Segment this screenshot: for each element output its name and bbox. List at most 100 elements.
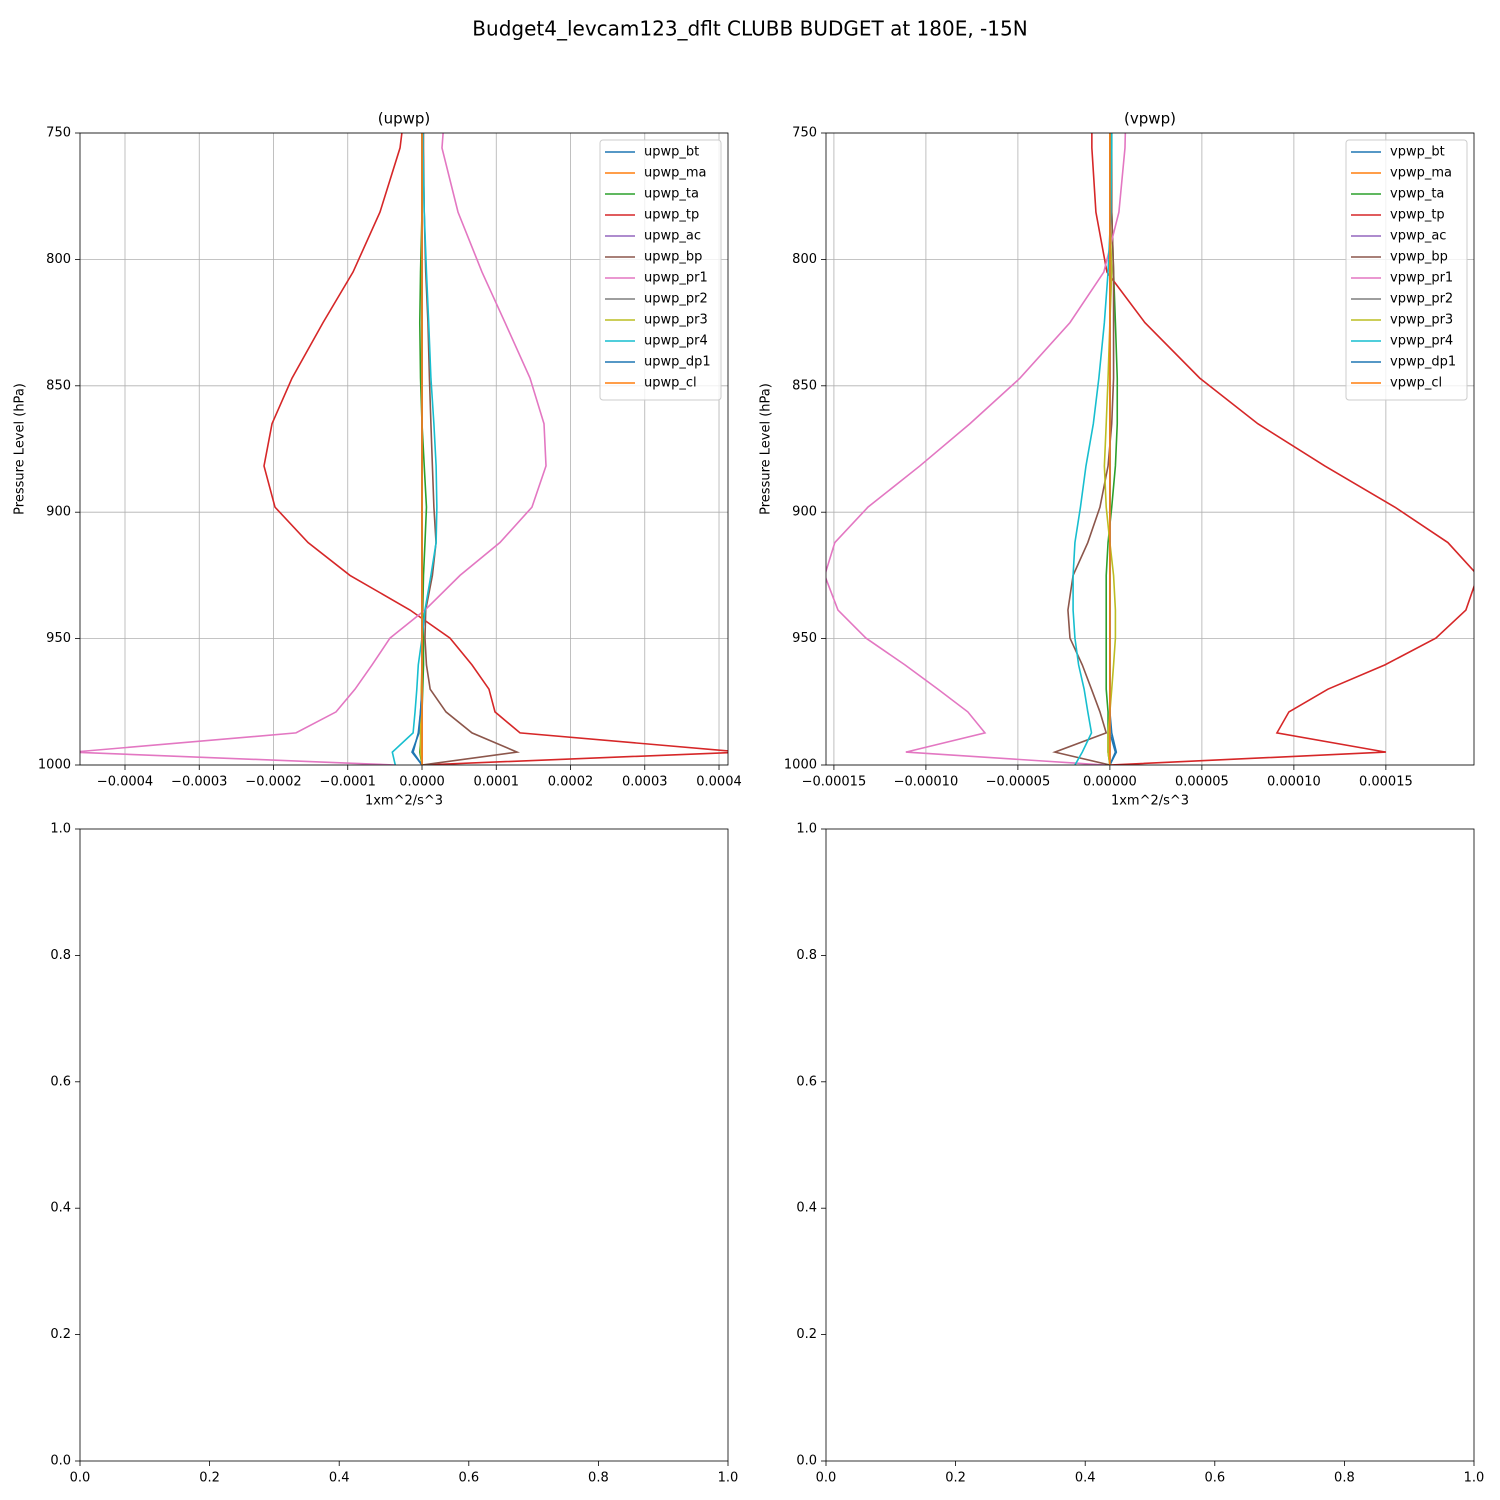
x-tick-label: 0.00015 xyxy=(1359,775,1413,790)
x-tick-label: 0.6 xyxy=(458,1471,479,1486)
x-tick-label: −0.00015 xyxy=(802,775,867,790)
legend-label: vpwp_bp xyxy=(1390,250,1448,265)
y-tick-label: 0.2 xyxy=(50,1327,71,1342)
x-tick-label: 0.0 xyxy=(70,1471,91,1486)
x-tick-label: 0.2 xyxy=(199,1471,220,1486)
y-tick-label: 0.0 xyxy=(796,1454,817,1469)
y-tick-label: 800 xyxy=(792,252,817,267)
y-tick-label: 0.6 xyxy=(50,1074,71,1089)
legend-label: vpwp_pr4 xyxy=(1390,334,1453,349)
axes-frame xyxy=(825,132,1475,766)
y-tick-label: 0.2 xyxy=(796,1327,817,1342)
x-tick-label: 0.2 xyxy=(945,1471,966,1486)
legend-label: upwp_dp1 xyxy=(644,355,711,370)
legend-label: vpwp_pr3 xyxy=(1390,313,1453,328)
legend-label: vpwp_tp xyxy=(1390,208,1445,223)
legend-label: upwp_ac xyxy=(644,229,701,244)
legend-label: upwp_ma xyxy=(644,166,707,181)
y-tick-label: 1000 xyxy=(38,758,71,773)
series-line xyxy=(80,133,547,765)
x-tick-label: −0.0003 xyxy=(171,775,227,790)
legend-box xyxy=(1345,139,1468,401)
y-tick-label: 750 xyxy=(792,126,817,141)
y-tick-label: 1000 xyxy=(784,758,817,773)
x-tick-label: 0.4 xyxy=(1075,1471,1096,1486)
legend-label: vpwp_pr1 xyxy=(1390,271,1453,286)
legend-label: vpwp_bt xyxy=(1390,145,1445,160)
legend-box xyxy=(599,139,722,401)
y-tick-label: 900 xyxy=(46,505,71,520)
axes-title: (upwp) xyxy=(378,110,431,128)
legend-label: upwp_pr2 xyxy=(644,292,708,307)
y-tick-label: 0.8 xyxy=(796,948,817,963)
series-line xyxy=(411,133,423,765)
series-line xyxy=(263,133,728,765)
legend-label: upwp_cl xyxy=(644,376,697,391)
x-tick-label: −0.00010 xyxy=(894,775,959,790)
x-tick-label: −0.0002 xyxy=(245,775,301,790)
series-group xyxy=(826,133,1474,765)
x-tick-label: −0.0004 xyxy=(97,775,153,790)
series-line xyxy=(418,133,428,765)
x-axis-label: 1xm^2/s^3 xyxy=(365,794,443,809)
x-tick-label: 0.00005 xyxy=(1175,775,1229,790)
series-line xyxy=(826,133,1127,765)
legend-label: vpwp_ta xyxy=(1390,187,1444,202)
x-tick-label: 0.4 xyxy=(329,1471,350,1486)
axes-frame xyxy=(79,828,729,1462)
y-tick-label: 0.8 xyxy=(50,948,71,963)
series-line xyxy=(421,133,521,765)
y-tick-label: 900 xyxy=(792,505,817,520)
y-tick-label: 750 xyxy=(46,126,71,141)
legend-label: vpwp_ma xyxy=(1390,166,1452,181)
series-line xyxy=(1052,133,1115,765)
x-tick-label: 0.0003 xyxy=(622,775,668,790)
y-tick-label: 850 xyxy=(46,378,71,393)
y-tick-label: 0.6 xyxy=(796,1074,817,1089)
x-tick-label: 0.0000 xyxy=(399,775,445,790)
x-tick-label: 0.0 xyxy=(816,1471,837,1486)
x-tick-label: 1.0 xyxy=(1464,1471,1485,1486)
figure-title: Budget4_levcam123_dflt CLUBB BUDGET at 1… xyxy=(472,17,1027,41)
x-tick-label: 0.0001 xyxy=(474,775,520,790)
x-tick-label: 1.0 xyxy=(718,1471,739,1486)
legend-label: upwp_pr1 xyxy=(644,271,708,286)
x-tick-label: 0.6 xyxy=(1204,1471,1225,1486)
x-tick-label: 0.8 xyxy=(1334,1471,1355,1486)
y-tick-label: 850 xyxy=(792,378,817,393)
y-tick-label: 0.4 xyxy=(796,1201,817,1216)
legend-label: upwp_pr4 xyxy=(644,334,708,349)
axes-frame xyxy=(825,828,1475,1462)
y-tick-label: 950 xyxy=(46,631,71,646)
axes-title: (vpwp) xyxy=(1124,110,1176,128)
x-tick-label: 0.00000 xyxy=(1083,775,1137,790)
x-tick-label: 0.0002 xyxy=(548,775,594,790)
legend-label: upwp_ta xyxy=(644,187,699,202)
x-tick-label: 0.8 xyxy=(588,1471,609,1486)
legend-label: upwp_pr3 xyxy=(644,313,708,328)
y-tick-label: 0.0 xyxy=(50,1454,71,1469)
legend-label: vpwp_ac xyxy=(1390,229,1446,244)
legend-label: upwp_bt xyxy=(644,145,699,160)
y-axis-label: Pressure Level (hPa) xyxy=(759,383,774,515)
legend-label: upwp_tp xyxy=(644,208,699,223)
y-tick-label: 950 xyxy=(792,631,817,646)
y-tick-label: 1.0 xyxy=(796,822,817,837)
legend-label: vpwp_pr2 xyxy=(1390,292,1453,307)
x-tick-label: 0.0004 xyxy=(696,775,742,790)
x-tick-label: −0.00005 xyxy=(986,775,1051,790)
series-group xyxy=(80,133,728,765)
series-line xyxy=(1091,133,1474,765)
series-line xyxy=(1072,133,1113,765)
legend-label: vpwp_cl xyxy=(1390,376,1442,391)
y-axis-label: Pressure Level (hPa) xyxy=(13,383,28,515)
y-tick-label: 0.4 xyxy=(50,1201,71,1216)
axes-frame xyxy=(79,132,729,766)
legend-label: upwp_bp xyxy=(644,250,702,265)
x-tick-label: −0.0001 xyxy=(320,775,376,790)
series-line xyxy=(391,133,438,765)
x-tick-label: 0.00010 xyxy=(1267,775,1321,790)
legend-label: vpwp_dp1 xyxy=(1390,355,1456,370)
x-axis-label: 1xm^2/s^3 xyxy=(1111,794,1189,809)
